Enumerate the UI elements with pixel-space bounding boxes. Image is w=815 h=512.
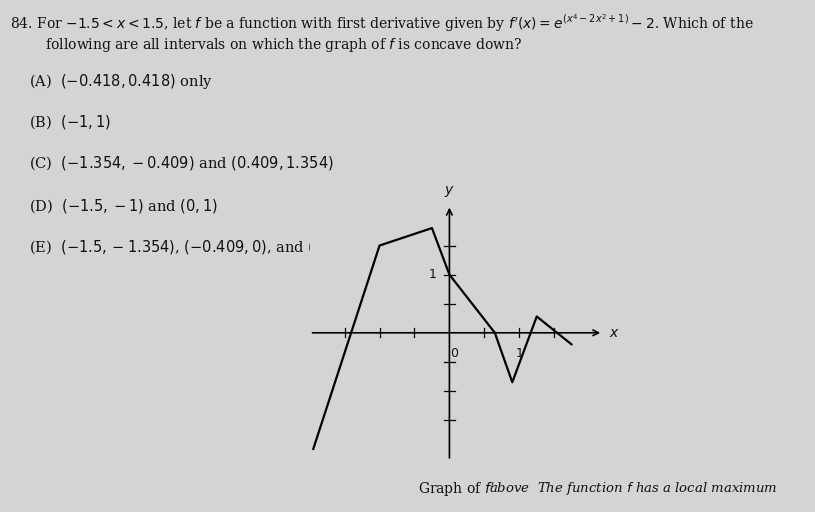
Text: (A)  $(-0.418, 0.418)$ only: (A) $(-0.418, 0.418)$ only	[29, 72, 213, 91]
Text: above  The function $f$ has a local maximum: above The function $f$ has a local maxim…	[489, 480, 778, 497]
Text: (B)  $(-1, 1)$: (B) $(-1, 1)$	[29, 113, 111, 131]
Text: (C)  $(-1.354, -0.409)$ and $(0.409, 1.354)$: (C) $(-1.354, -0.409)$ and $(0.409, 1.35…	[29, 154, 333, 172]
Text: $x$: $x$	[609, 326, 619, 340]
Text: $y$: $y$	[444, 184, 455, 199]
Text: $1$: $1$	[428, 268, 437, 281]
Text: (E)  $(-1.5, -1.354)$, $(-0.409, 0)$, and $(1.354, 1.5)$: (E) $(-1.5, -1.354)$, $(-0.409, 0)$, and…	[29, 238, 392, 256]
Text: $0$: $0$	[451, 347, 460, 360]
Text: (D)  $(-1.5, -1)$ and $(0, 1)$: (D) $(-1.5, -1)$ and $(0, 1)$	[29, 197, 218, 215]
Text: $1$: $1$	[515, 347, 524, 360]
Text: Graph of $f'$: Graph of $f'$	[418, 481, 495, 500]
Text: 84. For $-1.5 < x < 1.5$, let $f$ be a function with first derivative given by $: 84. For $-1.5 < x < 1.5$, let $f$ be a f…	[10, 13, 753, 34]
Text: following are all intervals on which the graph of $f$ is concave down?: following are all intervals on which the…	[10, 36, 522, 54]
